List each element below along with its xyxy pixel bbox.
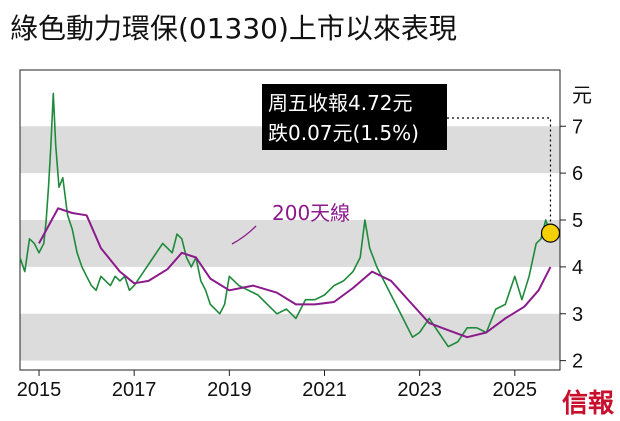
x-tick-label-2015: 2015 [17,379,62,401]
y-tick-label-5: 5 [572,210,583,232]
chart-title: 綠色動力環保(01330)上市以來表現 [10,12,457,45]
ma-label-leader [231,225,257,245]
y-tick-label-2: 2 [572,351,583,373]
grid-band-4 [20,220,560,267]
x-axis: 2015 2017 2019 2021 2023 2025 [17,370,537,401]
x-tick-label-2019: 2019 [207,379,252,401]
y-tick-label-7: 7 [572,116,583,138]
y-tick-label-3: 3 [572,304,583,326]
annotation-line-1: 周五收報4.72元 [268,91,413,115]
x-tick-label-2023: 2023 [397,379,442,401]
x-tick-label-2017: 2017 [112,379,157,401]
grid-bands [20,126,560,361]
ma-200-line [38,207,552,339]
annotation-box [262,84,447,150]
price-annotation: 周五收報4.72元 跌0.07元(1.5%) [262,84,561,243]
price-line [19,92,552,348]
y-tick-label-6: 6 [572,163,583,185]
grid-band-2 [20,313,560,361]
x-tick-label-2025: 2025 [493,379,538,401]
ma-series-label: 200天線 [272,201,350,225]
annotation-line-2: 跌0.07元(1.5%) [268,121,419,145]
last-price-marker [540,223,561,243]
brand-logo: 信報 [562,389,615,419]
unit-label: 元 [572,83,592,107]
series-layer [19,92,552,348]
y-tick-label-4: 4 [572,257,583,279]
x-tick-label-2021: 2021 [302,379,347,401]
y-axis: 2 3 4 5 6 7 [560,116,583,373]
